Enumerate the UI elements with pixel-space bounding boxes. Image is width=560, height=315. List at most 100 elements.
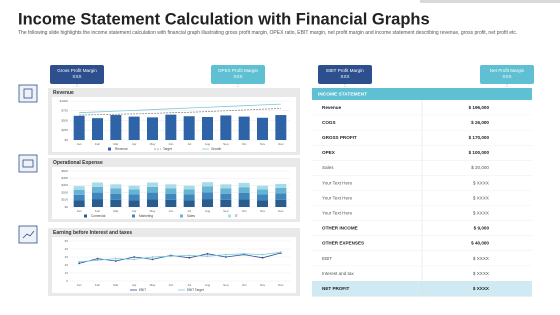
- x-tick-label: Nov: [260, 283, 266, 287]
- bar-segment: [275, 193, 287, 200]
- row-value: $ 26,000: [471, 120, 489, 125]
- bar-segment: [128, 200, 140, 207]
- bar: [183, 116, 195, 140]
- bar-segment: [110, 184, 122, 189]
- point: [96, 257, 99, 260]
- bar: [202, 116, 213, 140]
- row-value: $ XXXX: [473, 180, 489, 185]
- bar-segment: [220, 188, 232, 194]
- row-value: $ XXXX: [473, 271, 489, 276]
- row-label: OPEX: [322, 150, 336, 155]
- bar: [238, 116, 250, 140]
- bar-segment: [73, 194, 85, 201]
- bar-segment: [73, 189, 85, 195]
- row-value: $ 100,000: [469, 150, 490, 155]
- bar-segment: [257, 200, 268, 207]
- row-label: Sales: [322, 165, 334, 170]
- point: [133, 256, 136, 258]
- x-tick-label: Aug: [205, 283, 211, 287]
- bar-segment: [220, 184, 232, 189]
- panel-title: Revenue: [53, 90, 74, 96]
- title: Income Statement Calculation with Financ…: [18, 10, 430, 28]
- y-tick-label: 0: [66, 279, 68, 283]
- bar-segment: [257, 194, 268, 201]
- bar-segment: [165, 193, 177, 200]
- bar-segment: [238, 187, 250, 193]
- row-label: NET PROFIT: [322, 286, 350, 291]
- y-tick-label: $0: [65, 138, 69, 142]
- bar-segment: [128, 194, 140, 201]
- bar-segment: [257, 189, 268, 195]
- bar-segment: [147, 192, 158, 200]
- row-label: Your Text Here: [322, 180, 353, 185]
- x-tick-label: Sep: [223, 209, 229, 213]
- x-tick-label: Dec: [278, 283, 284, 287]
- bar-segment: [165, 188, 177, 194]
- row-value: $ 170,000: [469, 135, 490, 140]
- y-tick-label: $1000: [60, 99, 69, 103]
- bar: [128, 116, 140, 140]
- bar-segment: [202, 192, 213, 200]
- series-line: [79, 103, 281, 114]
- point: [114, 257, 117, 260]
- x-tick-label: Feb: [95, 209, 101, 213]
- legend-swatch: [84, 214, 87, 218]
- bar-segment: [202, 199, 213, 207]
- y-tick-label: $300: [61, 183, 68, 187]
- x-tick-label: Jan: [77, 209, 82, 213]
- y-tick-label: $500: [61, 169, 68, 173]
- legend-label: Marketing: [139, 214, 153, 218]
- legend-swatch: [180, 214, 183, 218]
- table-header-bg: [312, 88, 532, 100]
- subtitle-box: The following slide highlights the incom…: [18, 30, 517, 36]
- row-label: GROSS PROFIT: [322, 135, 357, 140]
- legend-label: Target: [163, 147, 172, 151]
- x-tick-label: Aug: [205, 209, 211, 213]
- row-label: Your Text Here: [322, 210, 353, 215]
- row-value: $ XXXX: [473, 286, 490, 291]
- legend-label: EBIT Target: [187, 288, 204, 292]
- callout-value: XXX: [233, 74, 242, 79]
- x-tick-label: Apr: [132, 142, 137, 146]
- bar-segment: [183, 185, 195, 190]
- x-tick-label: May: [150, 209, 156, 213]
- point: [279, 251, 282, 254]
- x-tick-label: May: [150, 283, 156, 287]
- x-tick-label: Jun: [168, 142, 173, 146]
- point: [224, 253, 227, 256]
- callout-value: XXX: [72, 74, 81, 79]
- panel-title: Earning before Interest and taxes: [53, 230, 132, 236]
- point: [151, 256, 154, 258]
- bar-segment: [147, 182, 158, 187]
- y-tick-label: 20: [65, 263, 69, 267]
- y-tick-label: 10: [65, 271, 69, 275]
- legend-label: Growth: [211, 147, 222, 151]
- x-tick-label: Apr: [132, 283, 137, 287]
- x-tick-label: Jan: [77, 142, 82, 146]
- row-value: $ 40,000: [471, 241, 489, 246]
- top-strip: [420, 0, 560, 3]
- row-value: $ XXXX: [473, 195, 489, 200]
- legend-swatch: [108, 147, 111, 151]
- bar-segment: [92, 186, 103, 193]
- point: [96, 259, 99, 262]
- y-tick-label: $100: [61, 198, 68, 202]
- point: [188, 256, 191, 259]
- x-tick-label: Mar: [113, 209, 118, 213]
- bar-segment: [202, 186, 213, 193]
- bar-segment: [165, 184, 177, 189]
- y-tick-label: $200: [61, 190, 68, 194]
- x-tick-label: Feb: [95, 142, 101, 146]
- bar-segment: [110, 188, 122, 194]
- series-line: [79, 251, 281, 263]
- bar: [220, 115, 232, 140]
- y-tick-label: $400: [61, 176, 68, 180]
- row-value: $ XXXX: [473, 210, 489, 215]
- table-header: INCOME STATEMENT: [318, 91, 367, 97]
- x-tick-label: Jul: [187, 209, 191, 213]
- bar: [110, 115, 122, 140]
- callout-label: OPEX Profit Margin: [218, 68, 259, 73]
- bar-segment: [183, 194, 195, 201]
- callout-box: [318, 65, 372, 84]
